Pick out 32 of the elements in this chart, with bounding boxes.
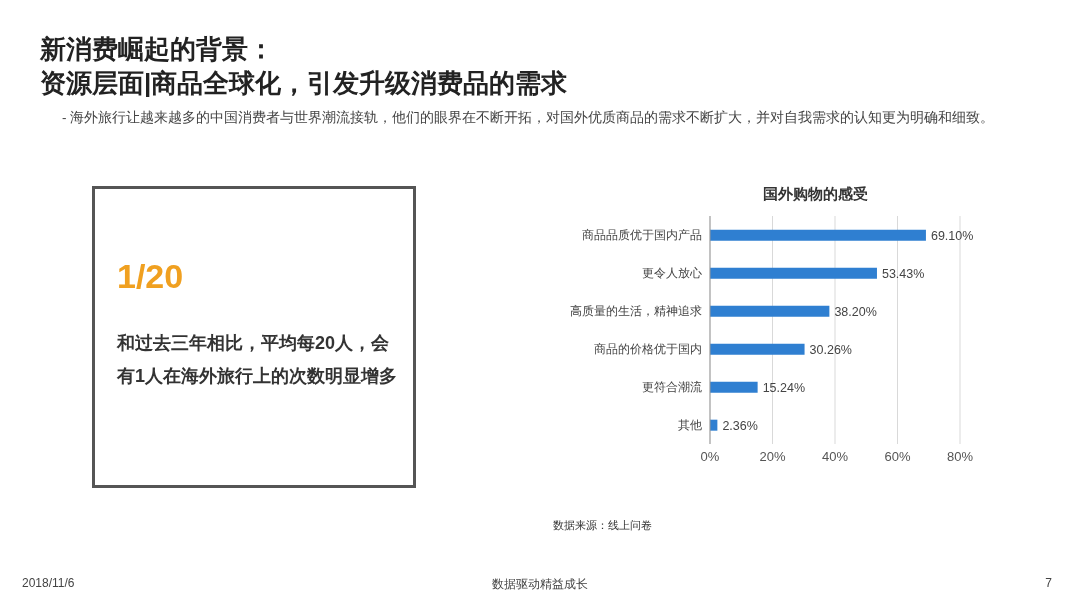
bar	[710, 343, 805, 355]
bar	[710, 305, 830, 317]
x-tick-label: 0%	[700, 449, 720, 465]
text: - 海外旅行让越来越多的中国消费者与世界潮流接轨，他们的眼界在不断开拓，对国外优质商品的需求不断扩大，并对自我需求的认知更为明确和细致。	[62, 109, 996, 127]
text: 和过去三年相比，平均每20人，会有1人在海外旅行上的次数明显增多	[117, 332, 398, 388]
bar	[710, 267, 877, 279]
y-tick-label: 商品品质优于国内产品	[582, 228, 702, 243]
text: 7	[1045, 576, 1052, 590]
text: 数据驱动精益成长	[492, 577, 588, 591]
source-note: 数据来源：线上问卷	[553, 518, 652, 533]
x-tick-label: 60%	[884, 449, 911, 465]
data-label: 2.36%	[722, 418, 758, 433]
y-tick-label: 更符合潮流	[642, 380, 702, 395]
y-tick-label: 高质量的生活，精神追求	[570, 304, 702, 319]
text: 2018/11/6	[22, 576, 75, 590]
data-label: 38.20%	[834, 304, 877, 319]
y-tick-label: 更令人放心	[642, 266, 702, 281]
y-tick-label: 其他	[678, 418, 702, 433]
data-label: 69.10%	[930, 228, 974, 243]
text: 新消费崛起的背景：	[40, 33, 275, 66]
data-label: 53.43%	[881, 266, 925, 281]
y-tick-label: 商品的价格优于国内	[594, 342, 702, 357]
data-label: 30.26%	[809, 342, 852, 357]
x-tick-label: 40%	[821, 449, 849, 465]
bar	[710, 229, 926, 241]
text: 1/20	[117, 257, 184, 296]
bar	[710, 381, 758, 393]
data-label: 15.24%	[762, 380, 806, 395]
x-tick-label: 80%	[946, 449, 974, 465]
x-tick-label: 20%	[759, 449, 786, 465]
chart-title: 国外购物的感受	[761, 185, 869, 204]
text: 资源层面|商品全球化，引发升级消费品的需求	[40, 67, 568, 100]
